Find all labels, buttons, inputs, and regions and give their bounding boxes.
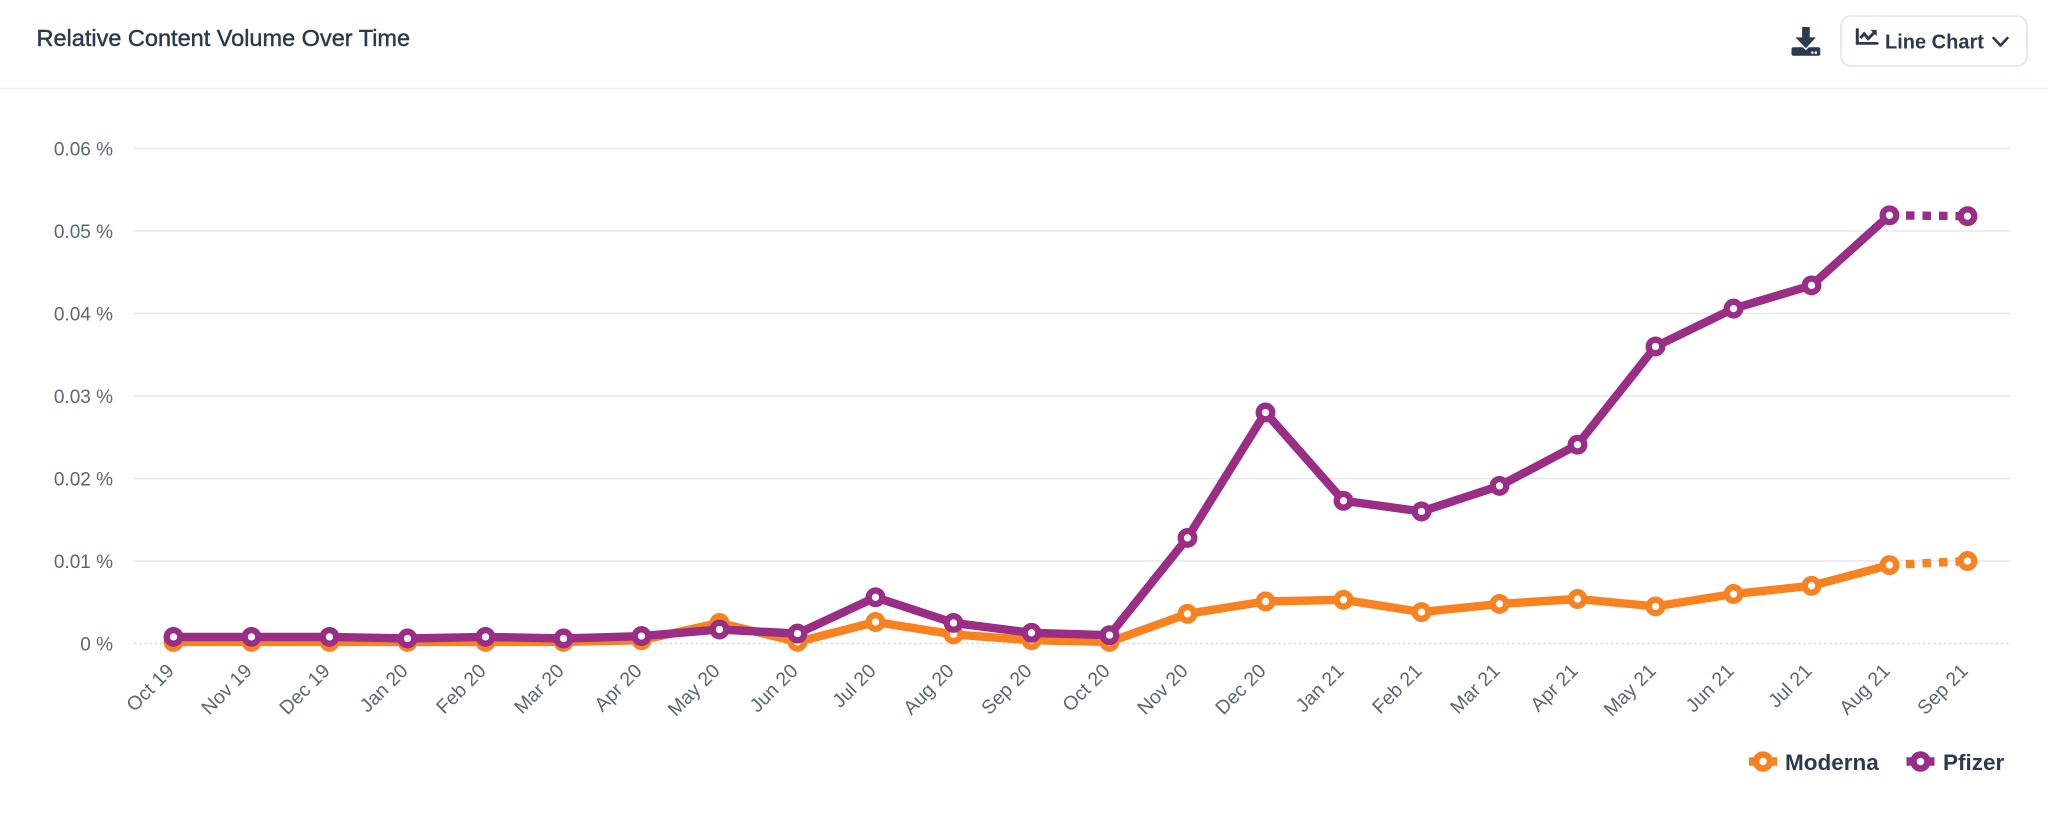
svg-text:0.01 %: 0.01 % (54, 552, 113, 573)
svg-text:Relative Content Volume Over T: Relative Content Volume Over Time (37, 25, 411, 51)
svg-text:Line Chart: Line Chart (1885, 32, 1984, 54)
svg-text:0.04 %: 0.04 % (54, 305, 113, 326)
svg-text:0 %: 0 % (80, 635, 113, 656)
svg-text:Moderna: Moderna (1785, 750, 1879, 775)
svg-text:0.03 %: 0.03 % (54, 387, 113, 408)
svg-text:0.06 %: 0.06 % (54, 140, 113, 161)
svg-text:0.02 %: 0.02 % (54, 470, 113, 491)
svg-text:Pfizer: Pfizer (1943, 750, 2005, 775)
svg-text:0.05 %: 0.05 % (54, 222, 113, 243)
